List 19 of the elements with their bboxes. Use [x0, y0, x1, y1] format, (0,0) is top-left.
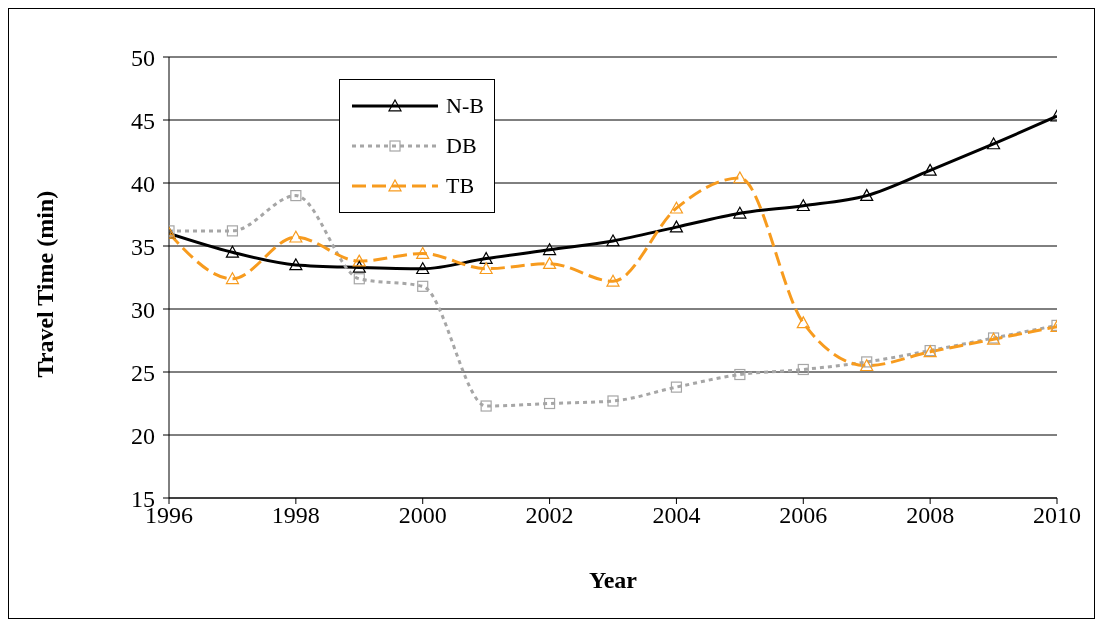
- y-tick-label: 20: [131, 422, 155, 449]
- x-tick-label: 2002: [525, 502, 574, 529]
- y-tick-label: 45: [131, 107, 155, 134]
- x-tick-label: 2008: [906, 502, 955, 529]
- x-tick-label: 1998: [271, 502, 320, 529]
- y-tick-label: 35: [131, 233, 155, 260]
- y-axis-title: Travel Time (min): [31, 190, 58, 378]
- x-tick-label: 2004: [652, 502, 701, 529]
- y-tick-label: 30: [131, 296, 155, 323]
- y-tick-label: 25: [131, 359, 155, 386]
- y-tick-label: 40: [131, 170, 155, 197]
- y-tick-label: 50: [131, 44, 155, 71]
- legend-label: TB: [446, 173, 475, 199]
- x-tick-label: 2000: [398, 502, 447, 529]
- legend-label: DB: [446, 133, 477, 159]
- x-tick-label: 2010: [1033, 502, 1081, 529]
- legend-label: N-B: [446, 93, 484, 119]
- x-axis-title: Year: [589, 567, 638, 593]
- x-tick-label: 2006: [779, 502, 828, 529]
